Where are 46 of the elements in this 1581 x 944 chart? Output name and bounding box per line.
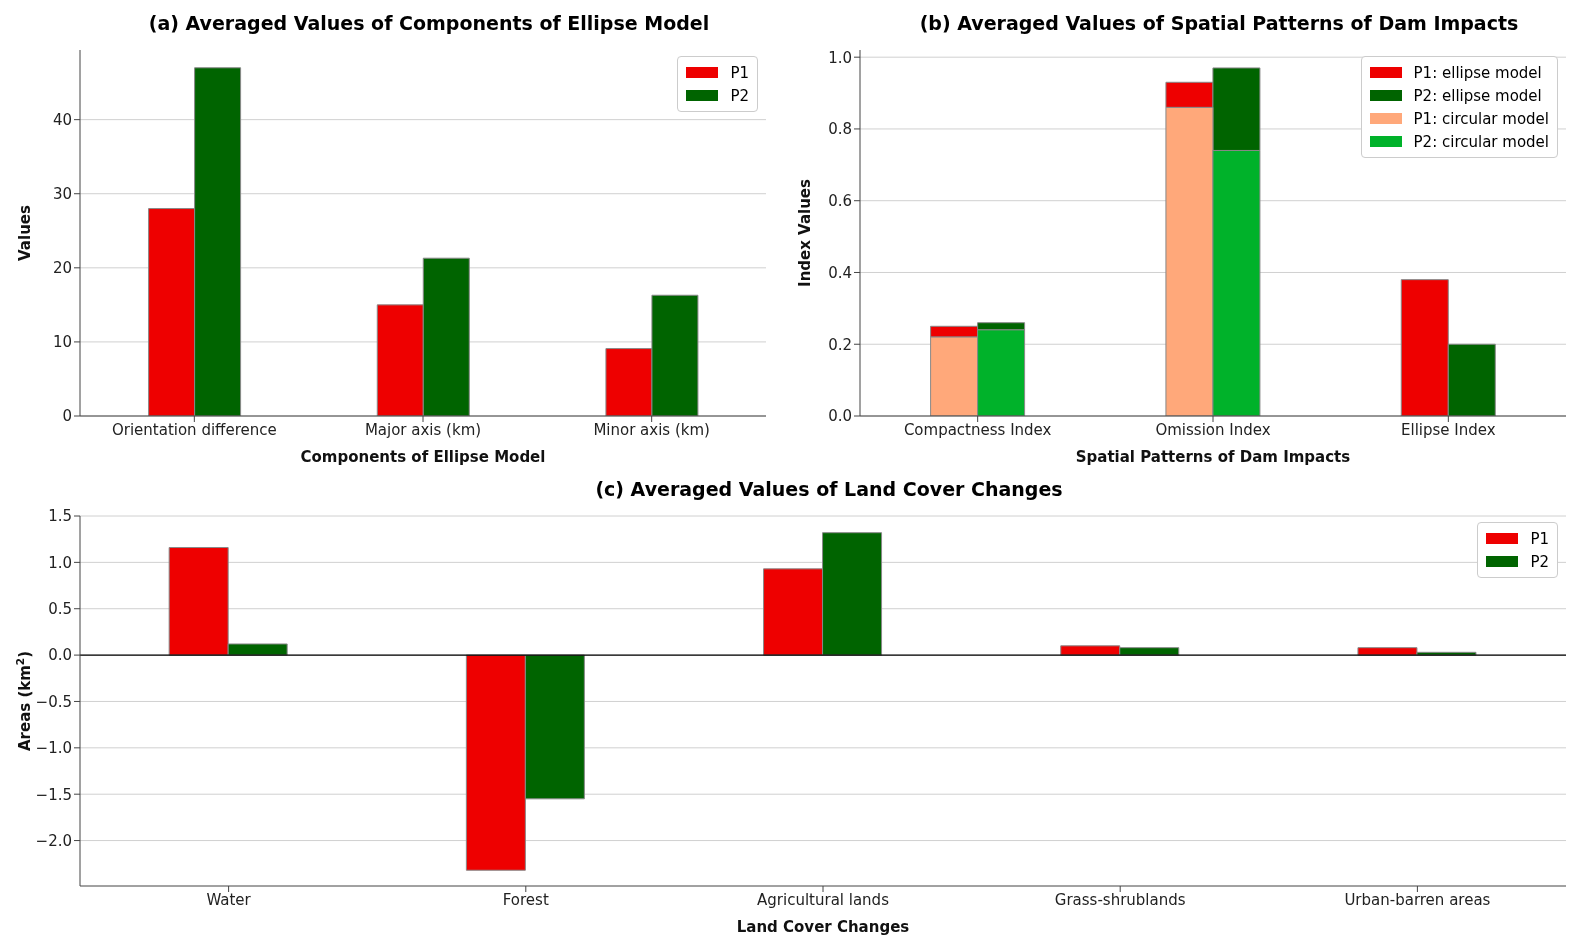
y-tick-label: −1.0	[35, 739, 72, 758]
y-tick-label: 0.8	[828, 120, 852, 139]
y-axis-title: Index Values	[796, 178, 814, 287]
x-tick-label: Water	[206, 890, 252, 909]
x-tick-label: Compactness Index	[903, 420, 1052, 439]
x-axis-title: Spatial Patterns of Dam Impacts	[1075, 448, 1351, 466]
legend-label: P1	[730, 63, 749, 82]
legend-label: P2	[730, 86, 749, 105]
x-tick-label: Minor axis (km)	[593, 420, 710, 439]
x-tick-label: Grass-shrublands	[1054, 890, 1186, 909]
y-tick-label: 40	[52, 110, 72, 129]
x-tick-label: Urban-barren areas	[1344, 890, 1491, 909]
y-tick-label: −1.5	[35, 785, 72, 804]
x-tick-label: Forest	[502, 890, 549, 909]
legend-label: P2: circular model	[1413, 132, 1549, 151]
y-tick-label: 0.5	[48, 600, 72, 619]
x-tick-label: Omission Index	[1155, 420, 1271, 439]
y-tick-label: 1.0	[828, 48, 852, 67]
y-axis-title: Values	[16, 205, 34, 261]
x-tick-label: Orientation difference	[111, 420, 277, 439]
legend-label: P1: circular model	[1413, 109, 1549, 128]
legend-label: P2: ellipse model	[1413, 86, 1542, 105]
legend-label: P1: ellipse model	[1413, 63, 1542, 82]
y-tick-label: 0.4	[828, 263, 852, 282]
chart-title: (c) Averaged Values of Land Cover Changes	[594, 477, 1064, 502]
x-axis-title: Land Cover Changes	[736, 918, 910, 936]
x-tick-label: Ellipse Index	[1401, 420, 1496, 439]
x-axis-title: Components of Ellipse Model	[300, 448, 546, 466]
y-tick-label: 30	[52, 185, 72, 204]
y-tick-label: 1.5	[48, 507, 72, 526]
y-tick-label: 20	[52, 259, 72, 278]
y-tick-label: 0	[62, 407, 72, 426]
y-tick-label: 1.0	[48, 553, 72, 572]
chart-title: (b) Averaged Values of Spatial Patterns of Dam Impacts	[918, 11, 1520, 36]
legend-label: P1	[1530, 529, 1549, 548]
y-tick-label: 0.0	[48, 646, 72, 665]
y-tick-label: −2.0	[35, 831, 72, 850]
y-tick-label: 0.2	[828, 335, 852, 354]
chart-title: (a) Averaged Values of Components of Ellipse Model	[147, 11, 711, 36]
y-tick-label: −0.5	[35, 692, 72, 711]
legend-label: P2	[1530, 552, 1549, 571]
x-tick-label: Agricultural lands	[757, 890, 890, 909]
x-tick-label: Major axis (km)	[364, 420, 482, 439]
y-tick-label: 0.6	[828, 192, 852, 211]
y-tick-label: 0.0	[828, 407, 852, 426]
y-tick-label: 10	[52, 333, 72, 352]
